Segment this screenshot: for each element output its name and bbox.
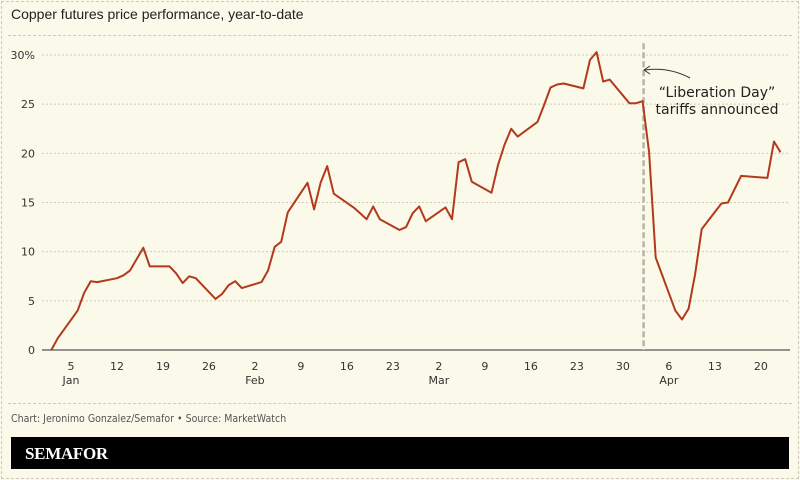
month-label: Feb [245, 374, 264, 387]
y-tick-label: 20 [21, 147, 35, 160]
month-label: Apr [659, 374, 679, 387]
title-divider [8, 35, 792, 36]
y-tick-label: 25 [21, 98, 35, 111]
annotation-line-2: tariffs announced [656, 102, 779, 118]
x-tick-label: 26 [202, 360, 216, 373]
y-tick-label: 10 [21, 246, 35, 259]
chart-title: Copper futures price performance, year-t… [11, 6, 304, 22]
month-label: Mar [429, 374, 450, 387]
x-tick-label: 2 [435, 360, 442, 373]
y-tick-label: 0 [28, 344, 35, 357]
y-tick-label: 5 [28, 295, 35, 308]
arrowhead-icon [643, 65, 651, 75]
x-tick-label: 20 [754, 360, 768, 373]
x-tick-label: 23 [570, 360, 584, 373]
annotation-line-1: “Liberation Day” [659, 85, 776, 101]
line-chart: 0 5 10 15 20 25 30% 5 12 19 26 2 9 16 23 2 9 16 23 30 6 13 20… [11, 43, 790, 387]
x-tick-label: 30 [616, 360, 630, 373]
x-tick-label: 5 [67, 360, 74, 373]
month-label: Jan [61, 374, 79, 387]
x-tick-label: 16 [524, 360, 538, 373]
x-tick-label: 9 [481, 360, 488, 373]
x-tick-label: 19 [156, 360, 170, 373]
x-tick-label: 13 [708, 360, 722, 373]
x-tick-label: 16 [340, 360, 354, 373]
y-tick-label: 30% [11, 49, 35, 62]
x-tick-label: 2 [251, 360, 258, 373]
x-tick-label: 12 [110, 360, 124, 373]
y-tick-label: 15 [21, 197, 35, 210]
x-tick-label: 9 [297, 360, 304, 373]
footer-divider [8, 403, 792, 404]
annotation: “Liberation Day” tariffs announced [643, 65, 779, 118]
x-tick-label: 6 [665, 360, 672, 373]
x-tick-label: 23 [386, 360, 400, 373]
chart-credit: Chart: Jeronimo Gonzalez/Semafor • Sourc… [11, 413, 287, 425]
annotation-arrow [644, 68, 691, 79]
copper-series-line [50, 51, 782, 351]
logo-bar: SEMAFOR [11, 437, 789, 469]
semafor-logo: SEMAFOR [25, 444, 108, 463]
